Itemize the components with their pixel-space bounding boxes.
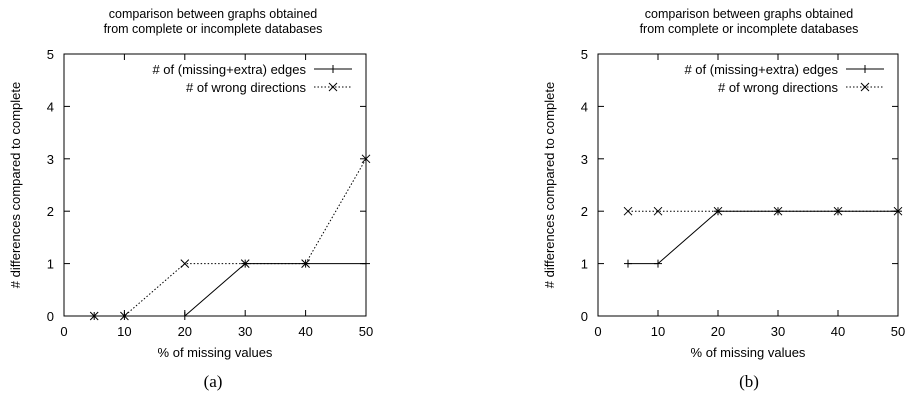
series-line-1: [94, 263, 366, 317]
x-tick-label: 10: [117, 324, 131, 339]
x-axis-label: % of missing values: [691, 345, 806, 360]
series-line-1: [628, 210, 898, 265]
plot-frame: [63, 53, 367, 317]
x-tick-label: 40: [831, 324, 845, 339]
y-axis-label: # differences compared to complete: [8, 82, 23, 288]
cross-point: [860, 82, 870, 92]
cross-point: [623, 206, 633, 216]
x-axis-label: % of missing values: [158, 345, 273, 360]
y-tick-label: 2: [47, 204, 54, 219]
series-line-2: [94, 158, 367, 317]
cross-point: [893, 206, 903, 216]
chart-panel-a: comparison between graphs obtained from c…: [8, 7, 373, 391]
panel-caption: (b): [739, 372, 759, 391]
y-axis-label: # differences compared to complete: [542, 82, 557, 288]
y-tick-label: 0: [581, 309, 588, 324]
legend-entry: # of (missing+extra) edges: [684, 62, 838, 77]
cross-point: [653, 206, 663, 216]
plot-frame: [597, 53, 899, 317]
plus-point: [180, 312, 189, 320]
plus-point: [329, 65, 337, 73]
y-tick-label: 4: [47, 99, 54, 114]
cross-point: [301, 259, 310, 268]
cross-point: [240, 259, 250, 268]
y-tick-label: 3: [47, 152, 54, 167]
x-tick-label: 30: [238, 324, 252, 339]
y-tick-label: 1: [47, 257, 54, 272]
x-tick-label: 10: [651, 324, 665, 339]
x-tick-label: 40: [298, 324, 312, 339]
plus-point: [362, 259, 370, 268]
x-tick-label: 0: [60, 324, 67, 339]
cross-point: [180, 259, 190, 268]
chart-title: comparison between graphs obtained from c…: [104, 7, 323, 36]
plus-point: [654, 259, 662, 268]
legend-entry: # of wrong directions: [718, 80, 838, 95]
y-tick-label: 3: [581, 152, 588, 167]
y-tick-label: 2: [581, 204, 588, 219]
cross-point: [120, 311, 129, 321]
y-tick-label: 5: [47, 47, 54, 62]
x-tick-label: 30: [771, 324, 785, 339]
x-tick-label: 20: [178, 324, 192, 339]
legend-entry: # of wrong directions: [186, 80, 306, 95]
x-tick-label: 50: [891, 324, 905, 339]
x-tick-label: 50: [359, 324, 373, 339]
cross-point: [773, 206, 783, 216]
chart-title: comparison between graphs obtained from c…: [640, 7, 859, 36]
x-tick-label: 20: [711, 324, 725, 339]
cross-point: [89, 311, 99, 321]
plus-point: [624, 259, 632, 268]
cross-point: [713, 206, 723, 216]
legend-entry: # of (missing+extra) edges: [152, 62, 306, 77]
chart-panel-b: comparison between graphs obtained from c…: [542, 7, 905, 391]
y-tick-label: 5: [581, 47, 588, 62]
panel-caption: (a): [204, 372, 223, 391]
x-tick-label: 0: [594, 324, 601, 339]
y-tick-label: 4: [581, 99, 588, 114]
cross-point: [328, 82, 338, 92]
cross-point: [361, 154, 371, 164]
y-tick-label: 0: [47, 309, 54, 324]
y-tick-label: 1: [581, 257, 588, 272]
cross-point: [833, 206, 843, 216]
plus-point: [861, 65, 869, 73]
